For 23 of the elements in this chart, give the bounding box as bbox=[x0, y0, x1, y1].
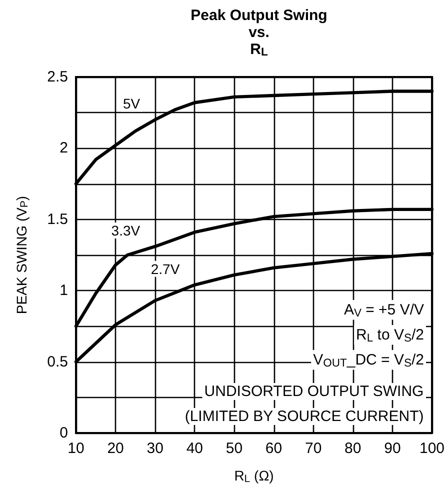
x-tick-label: 10 bbox=[68, 440, 84, 457]
y-tick-label: 2.5 bbox=[47, 68, 68, 86]
x-tick-label: 80 bbox=[344, 440, 362, 457]
x-tick-label: 100 bbox=[419, 440, 445, 457]
x-tick-label: 30 bbox=[146, 440, 164, 457]
y-tick-label: 2 bbox=[60, 140, 68, 157]
series-label: 2.7V bbox=[150, 260, 180, 277]
x-tick-label: 50 bbox=[226, 440, 243, 457]
x-tick-label: 40 bbox=[186, 440, 204, 457]
x-tick-label: 20 bbox=[107, 440, 124, 457]
y-axis-title: PEAK SWING (VP) bbox=[13, 196, 30, 314]
y-tick-label: 0.5 bbox=[47, 353, 68, 370]
y-tick-label: 0 bbox=[60, 424, 68, 442]
x-tick-label: 90 bbox=[384, 440, 401, 457]
x-tick-label: 60 bbox=[265, 440, 282, 457]
series-label: 5V bbox=[122, 96, 141, 112]
series-label: 3.3V bbox=[111, 222, 141, 238]
annotation: (LIMITED BY SOURCE CURRENT) bbox=[184, 408, 424, 425]
chart-title: Peak Output Swing vs. RL bbox=[190, 7, 328, 58]
x-tick-label: 70 bbox=[304, 440, 322, 457]
y-tick-label: 1 bbox=[60, 282, 68, 300]
y-tick-label: 1.5 bbox=[47, 210, 68, 228]
annotation: UNDISORTED OUTPUT SWING bbox=[204, 383, 424, 400]
